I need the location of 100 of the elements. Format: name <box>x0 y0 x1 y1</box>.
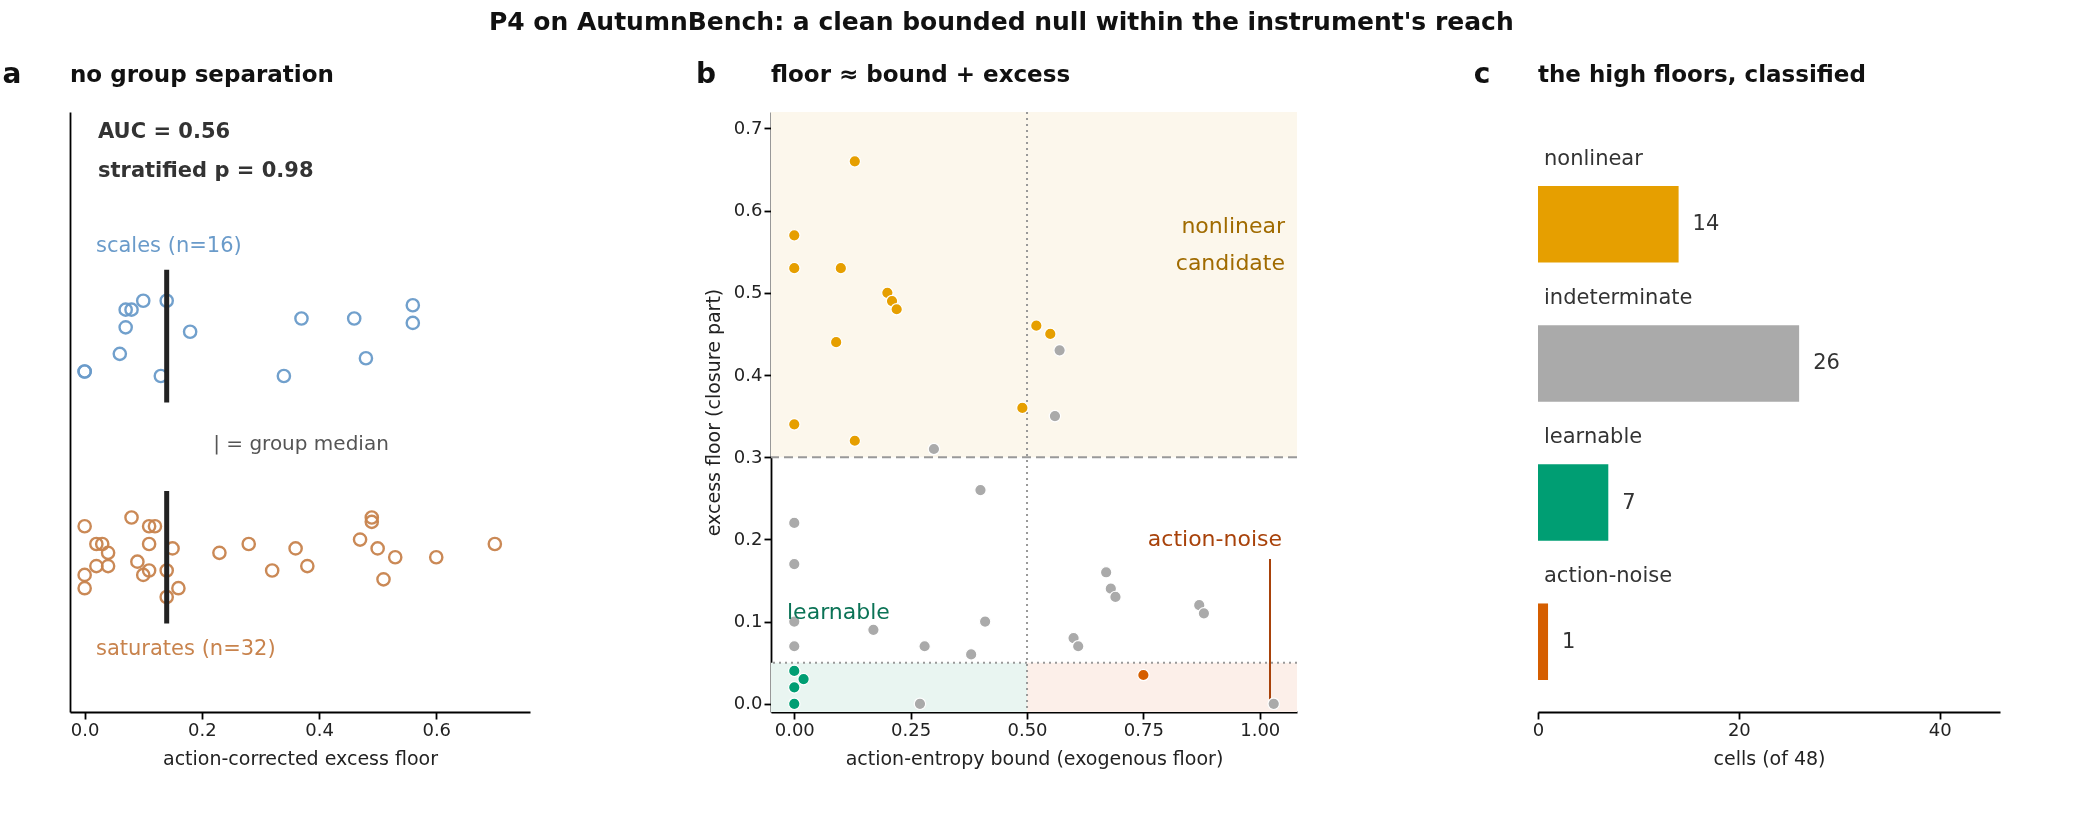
point <box>1016 401 1029 415</box>
band-label: learnable <box>787 599 890 624</box>
text: c <box>1473 57 1491 90</box>
point <box>913 697 927 711</box>
x-tick-label: 0.50 <box>1007 718 1048 740</box>
point <box>118 320 133 335</box>
text: P4 on AutumnBench: a clean bounded null within the instrument's reach <box>488 7 1514 36</box>
x-axis-title: action-entropy bound (exogenous floor) <box>845 746 1224 769</box>
point <box>834 261 848 275</box>
x-tick-label: 0.4 <box>305 718 334 740</box>
band-label: action-noise <box>1147 526 1282 551</box>
point <box>1267 697 1281 711</box>
band-label: nonlinear candidate <box>1175 213 1286 275</box>
x-tick-label: 0.2 <box>188 718 217 740</box>
point <box>428 549 444 565</box>
text: saturates (n=32) <box>96 636 276 661</box>
point <box>288 541 303 556</box>
point <box>370 541 385 556</box>
y-tick-label: 0.1 <box>733 610 763 632</box>
point <box>100 545 116 561</box>
point <box>300 558 315 574</box>
point <box>352 532 368 547</box>
point <box>171 580 186 596</box>
point <box>918 639 931 653</box>
point <box>159 563 175 578</box>
data-label: 26 <box>1813 350 1840 375</box>
chart-title: no group separation <box>70 61 334 87</box>
point <box>964 648 978 661</box>
y-tick-label: indeterminate <box>1544 285 1693 310</box>
point <box>124 510 139 525</box>
point <box>294 311 309 326</box>
point <box>787 697 801 711</box>
point <box>376 572 391 587</box>
text: b <box>695 57 717 90</box>
point <box>77 518 92 534</box>
point <box>346 311 362 326</box>
point <box>141 563 157 578</box>
x-tick-label: 0.00 <box>774 718 815 740</box>
point <box>787 229 801 242</box>
point <box>135 567 151 583</box>
point <box>276 368 292 384</box>
point <box>787 557 801 571</box>
y-tick-label: 0.6 <box>733 199 763 221</box>
point <box>135 293 151 309</box>
x-tick-label: 0.0 <box>70 718 100 740</box>
x-tick-label: 0.6 <box>422 718 452 740</box>
y-tick-label: nonlinear <box>1544 146 1644 170</box>
y-tick-label: learnable <box>1544 424 1643 449</box>
point <box>797 672 810 686</box>
point <box>1043 327 1057 341</box>
point <box>848 434 862 448</box>
x-axis-title: action-corrected excess floor <box>163 746 439 769</box>
point <box>787 681 801 694</box>
point <box>787 261 801 275</box>
chart-title: the high floors, classified <box>1538 61 1866 87</box>
point <box>141 536 157 552</box>
point <box>358 350 374 366</box>
y-tick-label: 0.3 <box>733 445 763 467</box>
point <box>124 302 139 317</box>
point <box>867 623 880 637</box>
data-label: 14 <box>1692 211 1720 236</box>
x-axis-title: cells (of 48) <box>1713 746 1826 769</box>
point <box>848 155 862 168</box>
point <box>1137 668 1150 682</box>
annotation: | = group median <box>213 431 389 455</box>
point <box>212 545 227 561</box>
point <box>1053 344 1066 357</box>
x-tick-label: 1.00 <box>1240 718 1281 740</box>
chart-title: floor ≈ bound + excess <box>771 61 1071 87</box>
y-tick-label: action-noise <box>1544 563 1673 588</box>
point <box>364 514 380 530</box>
point <box>1099 565 1113 579</box>
point <box>130 554 145 569</box>
point <box>1071 639 1085 653</box>
y-tick-label: 0.2 <box>733 527 763 549</box>
point <box>100 558 116 574</box>
point <box>159 589 175 605</box>
y-tick-label: 0.0 <box>733 692 763 714</box>
text: scales (n=16) <box>96 232 242 257</box>
point <box>182 324 198 340</box>
point <box>927 442 941 456</box>
point <box>890 302 903 316</box>
point <box>77 567 92 583</box>
point <box>978 615 992 628</box>
x-tick-label: 0 <box>1532 718 1545 740</box>
point <box>241 536 257 552</box>
y-tick-label: 0.4 <box>733 363 763 385</box>
point <box>264 563 280 578</box>
point <box>118 302 133 317</box>
point <box>787 639 801 653</box>
point <box>405 315 421 331</box>
x-tick-label: 20 <box>1727 718 1751 740</box>
data-label: 7 <box>1622 489 1636 514</box>
point <box>141 518 157 534</box>
x-tick-label: 0.25 <box>891 718 932 740</box>
point <box>159 293 175 309</box>
point <box>787 418 801 431</box>
data-label: 1 <box>1562 628 1576 653</box>
point <box>364 510 380 525</box>
point <box>147 518 163 534</box>
